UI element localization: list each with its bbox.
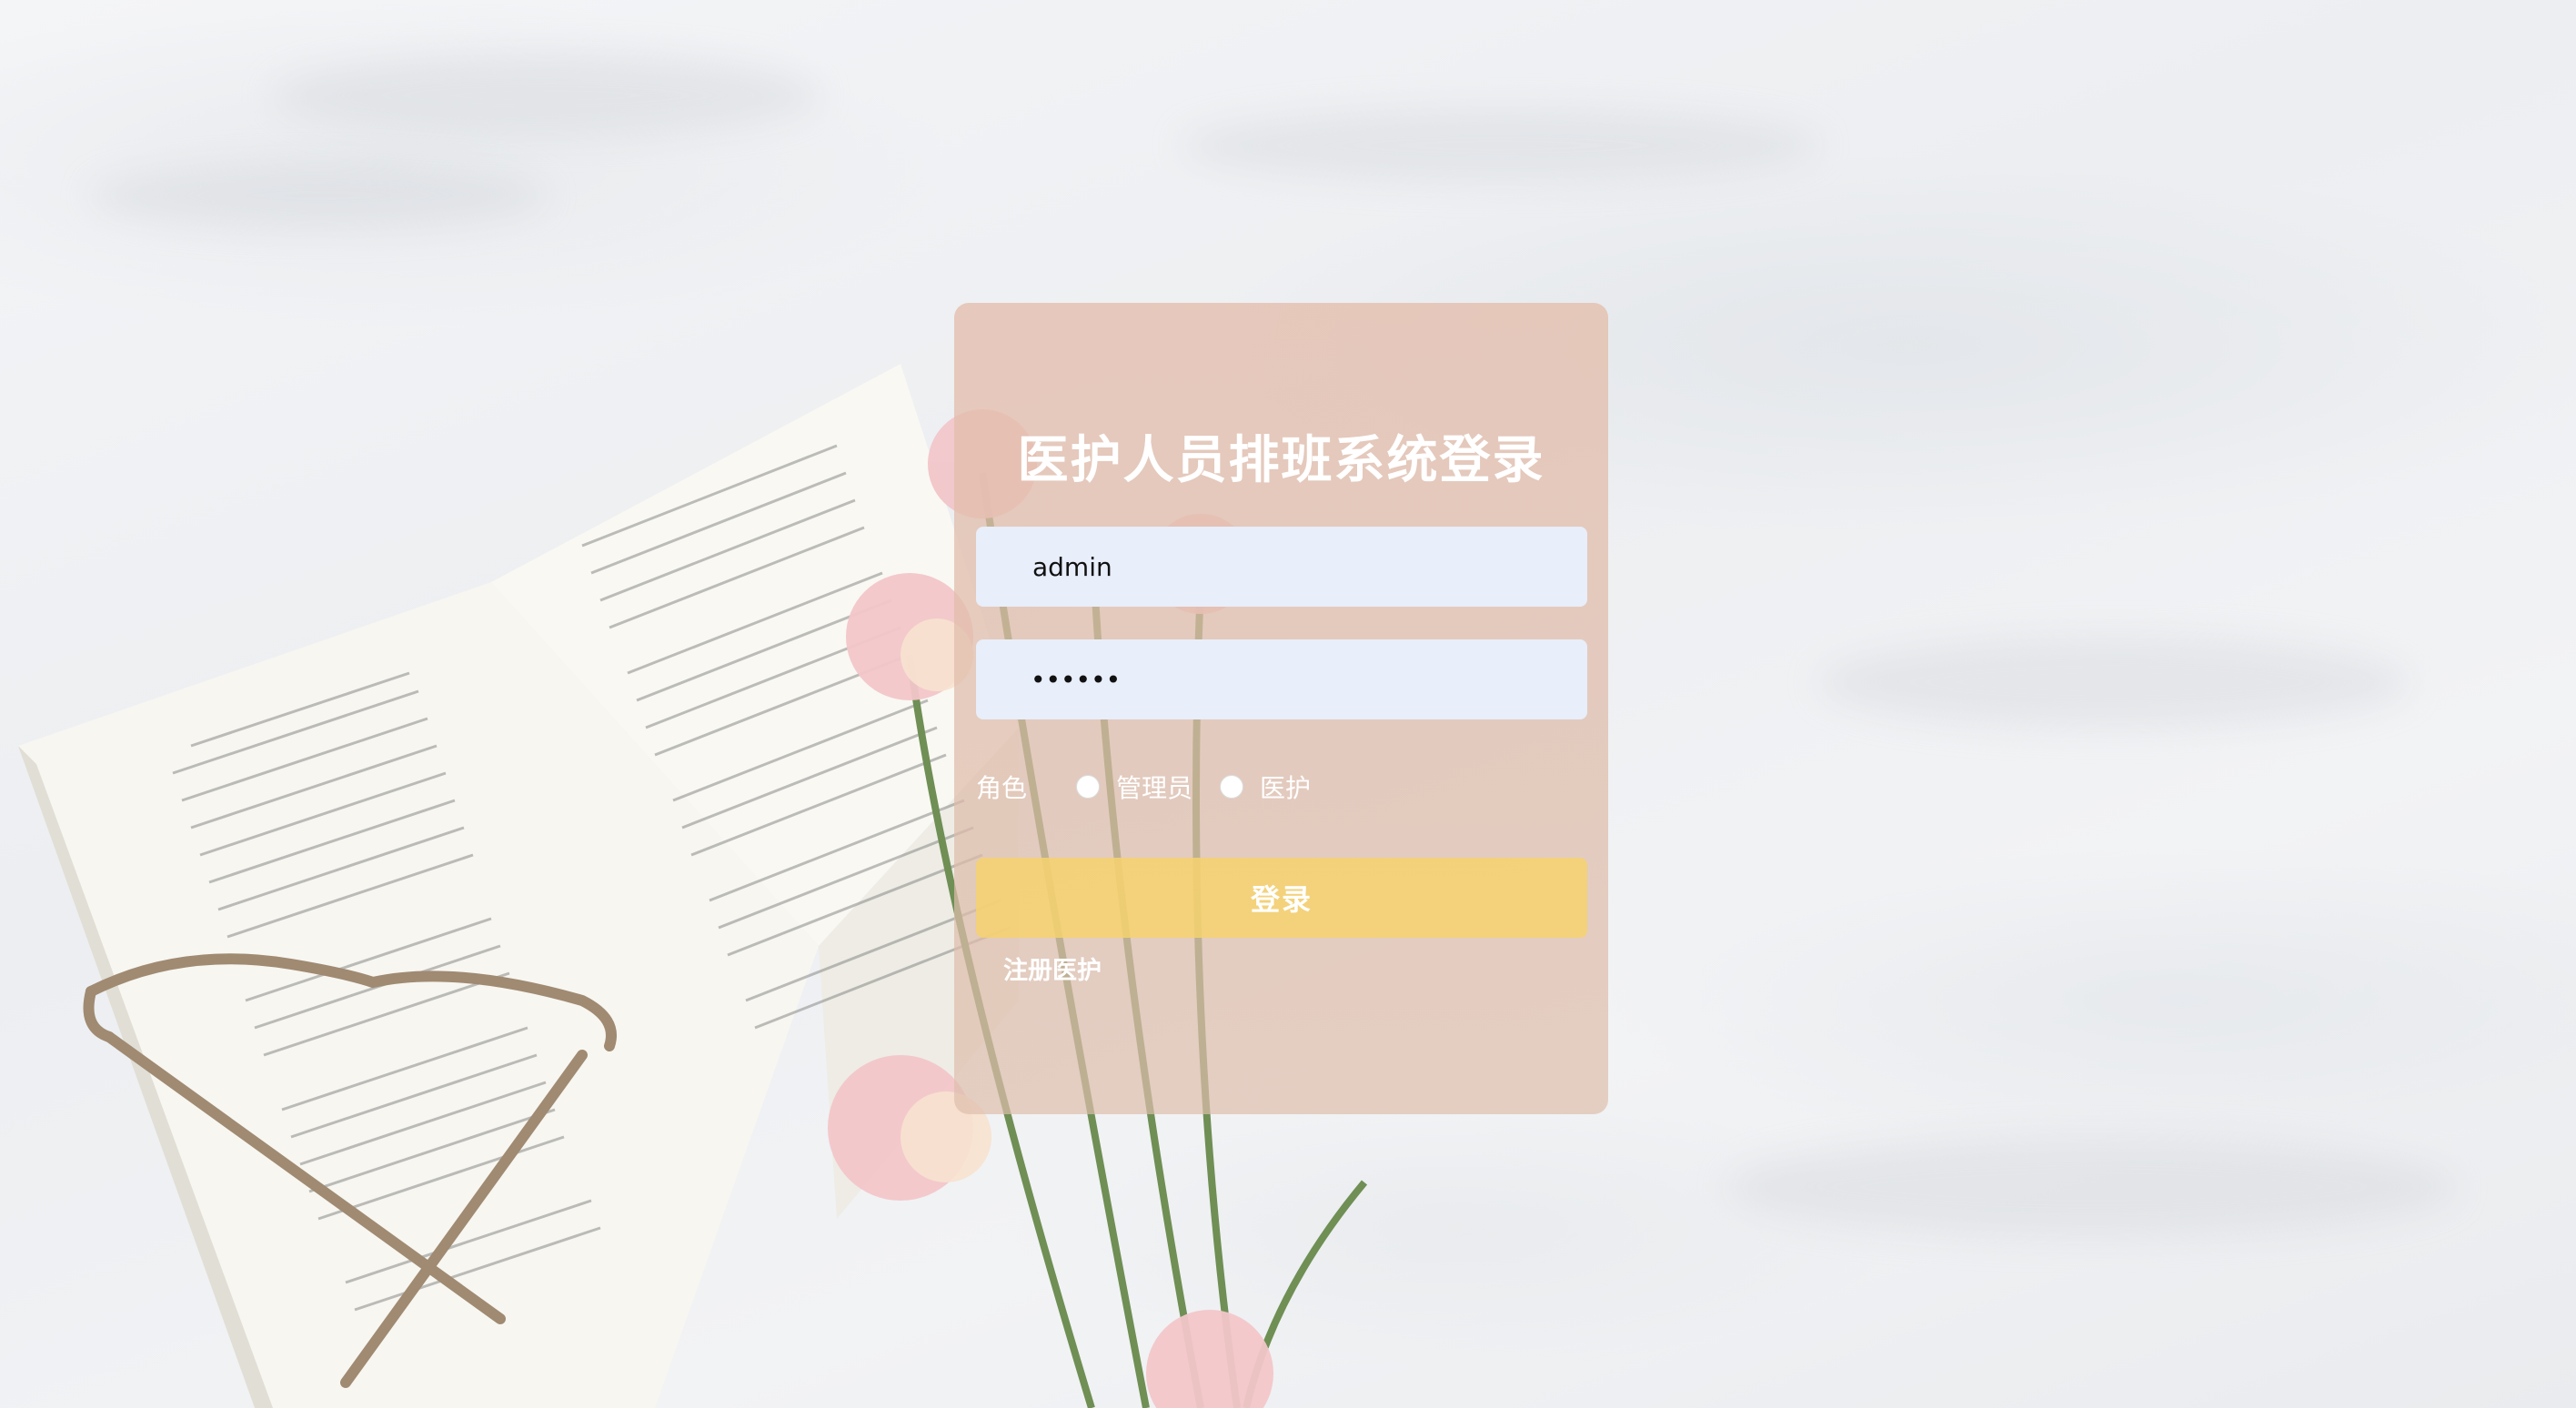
password-field[interactable]: ••••••	[976, 639, 1587, 719]
fabric-fold	[1728, 1137, 2456, 1237]
register-link[interactable]: 注册医护	[1003, 957, 1102, 985]
radio-admin[interactable]	[1076, 775, 1100, 799]
fabric-fold	[273, 55, 819, 136]
radio-medical-label[interactable]: 医护	[1260, 773, 1312, 803]
fabric-fold	[1819, 637, 2410, 728]
username-input[interactable]	[1031, 550, 1587, 583]
role-label: 角色	[976, 773, 1028, 803]
password-input[interactable]: ••••••	[1031, 664, 1122, 695]
radio-admin-label[interactable]: 管理员	[1116, 773, 1193, 803]
glasses-image	[83, 953, 617, 1388]
login-button[interactable]: 登录	[976, 858, 1587, 938]
login-card: 医护人员排班系统登录 •••••• 角色 管理员 医护 登录 注册医护	[954, 303, 1608, 1114]
open-book-image	[18, 364, 1019, 1408]
login-title: 医护人员排班系统登录	[1017, 431, 1545, 490]
radio-medical[interactable]	[1220, 775, 1244, 799]
fabric-fold	[91, 164, 546, 227]
fabric-fold	[1182, 109, 1819, 182]
role-selector: 角色 管理员 医护	[976, 767, 1338, 807]
username-field[interactable]	[976, 527, 1587, 607]
